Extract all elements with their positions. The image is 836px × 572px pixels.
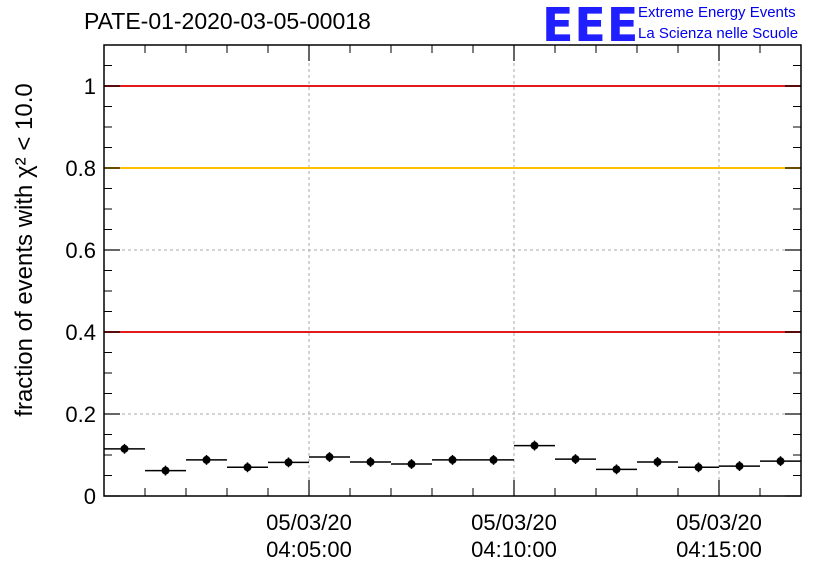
reference-lines — [104, 85, 801, 333]
grid — [104, 45, 801, 496]
point-marker — [653, 457, 662, 466]
data-point — [514, 440, 555, 451]
point-marker — [735, 462, 744, 471]
data-point — [104, 443, 145, 454]
x-tick-date: 05/03/20 — [266, 510, 352, 535]
point-marker — [161, 466, 170, 475]
point-marker — [571, 455, 580, 464]
data-point — [596, 464, 637, 475]
chart-title: PATE-01-2020-03-05-00018 — [84, 8, 371, 34]
data-point — [186, 455, 227, 465]
data-point — [145, 465, 186, 476]
point-marker — [325, 453, 334, 462]
axis-ticks — [103, 44, 802, 497]
point-marker — [243, 463, 252, 472]
point-marker — [120, 444, 129, 453]
eee-logo-mark: EEE — [542, 0, 640, 52]
data-point — [432, 455, 473, 465]
point-marker — [407, 460, 416, 469]
point-marker — [284, 458, 293, 467]
data-point — [760, 456, 801, 467]
data-point — [473, 455, 514, 465]
y-tick-label: 0 — [84, 484, 96, 509]
data-point — [268, 457, 309, 468]
y-axis-label: fraction of events with χ² < 10.0 — [11, 83, 38, 416]
point-marker — [612, 465, 621, 474]
point-marker — [448, 455, 457, 464]
data-point — [555, 454, 596, 465]
data-point — [637, 457, 678, 467]
data-point — [678, 462, 719, 473]
point-marker — [202, 455, 211, 464]
point-marker — [694, 463, 703, 472]
axis-labels: 00.20.40.60.8105/03/2004:05:0005/03/2004… — [65, 74, 761, 562]
data-point — [719, 461, 760, 471]
logo-line-2: La Scienza nelle Scuole — [638, 25, 799, 42]
point-marker — [489, 455, 498, 464]
x-tick-time: 04:15:00 — [676, 537, 762, 562]
point-marker — [366, 457, 375, 466]
point-marker — [530, 441, 539, 450]
data-point — [309, 452, 350, 462]
data-point — [391, 459, 432, 469]
x-tick-date: 05/03/20 — [676, 510, 762, 535]
y-tick-label: 0.4 — [65, 320, 96, 345]
y-tick-label: 0.2 — [65, 402, 96, 427]
x-tick-time: 04:10:00 — [471, 537, 557, 562]
plot-frame — [103, 44, 802, 497]
y-tick-label: 1 — [84, 74, 96, 99]
data-point — [350, 457, 391, 467]
y-tick-label: 0.6 — [65, 238, 96, 263]
data-points — [104, 440, 801, 476]
y-tick-label: 0.8 — [65, 156, 96, 181]
eee-logo: EEE Extreme Energy Events La Scienza nel… — [542, 0, 832, 52]
data-point — [227, 462, 268, 473]
point-marker — [776, 457, 785, 466]
logo-line-1: Extreme Energy Events — [638, 4, 796, 21]
x-tick-time: 04:05:00 — [266, 537, 352, 562]
x-tick-date: 05/03/20 — [471, 510, 557, 535]
